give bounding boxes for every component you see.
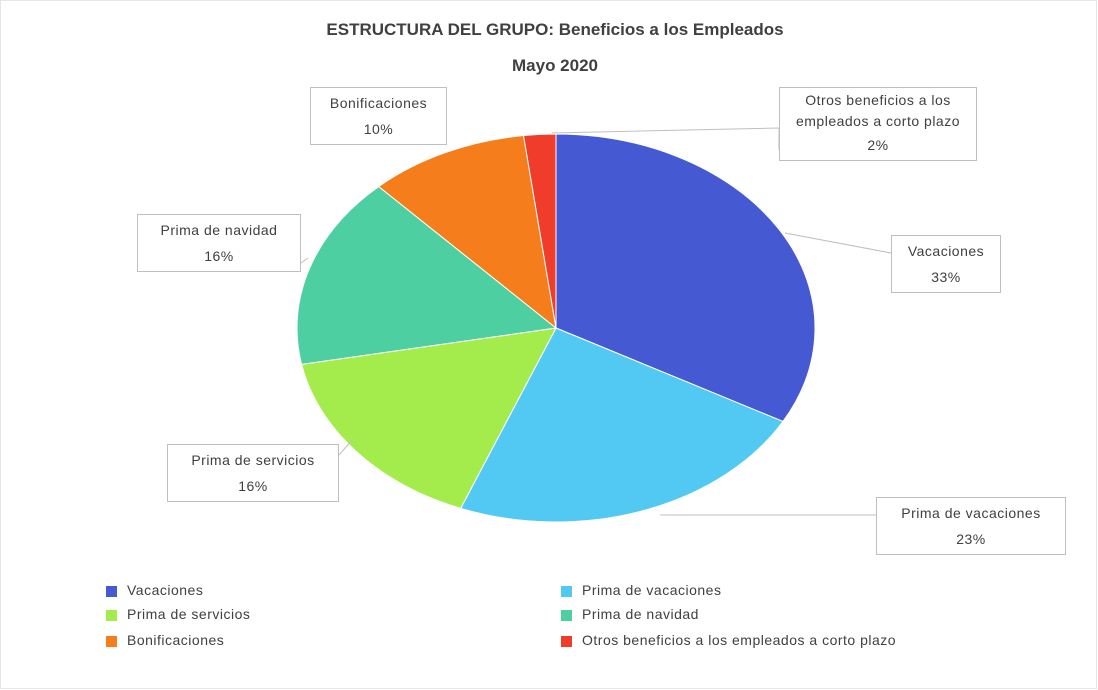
pie-slice: [522, 133, 557, 329]
data-label-category: Bonificaciones: [329, 95, 428, 111]
pie-slice: [459, 327, 784, 523]
legend-label: Vacaciones: [127, 582, 204, 598]
legend-swatch: [106, 586, 117, 597]
legend-swatch: [561, 610, 572, 621]
data-label-category: Vacaciones: [907, 243, 985, 259]
data-label-value: 2%: [867, 137, 889, 153]
data-label-category: Prima de servicios: [191, 452, 315, 468]
leader-line: [300, 257, 309, 264]
leader-line: [338, 439, 353, 456]
legend-swatch: [561, 586, 572, 597]
legend-swatch: [561, 636, 572, 647]
chart-title: ESTRUCTURA DEL GRUPO: Beneficios a los E…: [326, 20, 784, 39]
pie-slice: [300, 327, 557, 509]
legend-label: Prima de vacaciones: [582, 582, 722, 598]
data-label-value: 16%: [238, 478, 268, 494]
data-label-value: 16%: [204, 248, 234, 264]
data-label-category: Prima de navidad: [160, 222, 278, 238]
legend-label: Prima de navidad: [582, 606, 699, 622]
data-label-value: 23%: [956, 531, 986, 547]
data-label: Prima de servicios 16%: [167, 444, 339, 502]
pie-slice: [296, 185, 558, 365]
pie-slice: [377, 134, 557, 330]
legend-label: Bonificaciones: [127, 632, 225, 648]
legend-label: Prima de servicios: [127, 606, 251, 622]
data-label: Otros beneficios a los empleados a corto…: [779, 87, 977, 161]
pie-slice: [555, 133, 816, 423]
data-label-category: Otros beneficios a los empleados a corto…: [795, 92, 961, 129]
data-label: Vacaciones 33%: [891, 235, 1001, 293]
legend-swatch: [106, 610, 117, 621]
chart-subtitle: Mayo 2020: [512, 56, 598, 75]
data-label-value: 10%: [363, 121, 394, 137]
data-label: Prima de navidad 16%: [137, 214, 301, 272]
data-label-category: Prima de vacaciones: [901, 505, 1041, 521]
leader-line: [784, 232, 892, 254]
legend-label: Otros beneficios a los empleados a corto…: [582, 632, 897, 648]
data-label: Prima de vacaciones 23%: [876, 497, 1066, 555]
data-label: Bonificaciones 10%: [310, 87, 447, 145]
legend-swatch: [106, 636, 117, 647]
data-label-value: 33%: [931, 269, 961, 285]
